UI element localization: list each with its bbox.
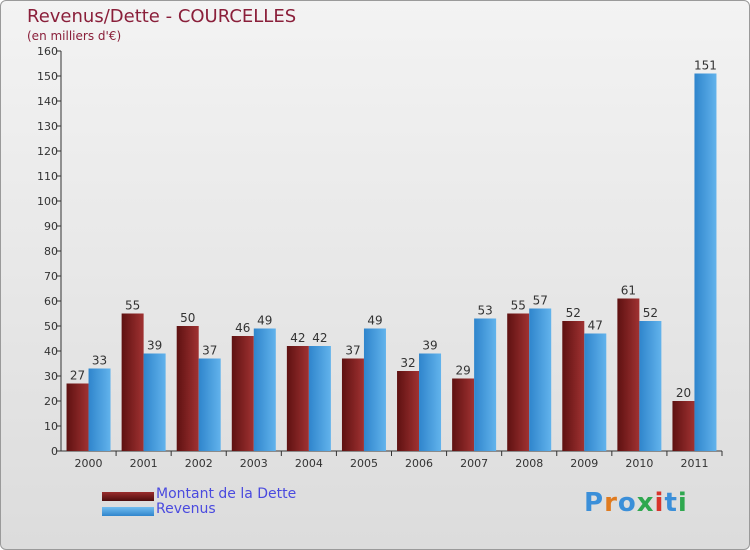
data-label-debt: 55: [125, 299, 140, 313]
bar-debt: [507, 313, 530, 451]
logo-letter: P: [584, 488, 605, 518]
data-label-revenue: 33: [92, 354, 107, 368]
chart-title: Revenus/Dette - COURCELLES: [27, 6, 297, 27]
y-tick-label: 60: [44, 295, 58, 308]
y-tick-label: 140: [37, 95, 58, 108]
y-tick-label: 0: [51, 445, 58, 458]
bar-revenue: [529, 308, 552, 451]
x-tick-label: 2010: [625, 457, 653, 470]
legend-label-revenue: Revenus: [156, 501, 216, 517]
bar-debt: [672, 401, 695, 451]
data-label-debt: 61: [621, 284, 636, 298]
bar-debt: [617, 298, 640, 451]
y-tick-label: 10: [44, 420, 58, 433]
bar-debt: [397, 371, 420, 451]
bar-revenue: [419, 353, 442, 451]
data-label-revenue: 53: [477, 304, 492, 318]
y-tick-label: 90: [44, 220, 58, 233]
bar-debt: [452, 378, 475, 451]
data-label-revenue: 37: [202, 344, 217, 358]
x-tick-label: 2006: [405, 457, 433, 470]
x-tick-label: 2001: [130, 457, 158, 470]
logo-letter: x: [636, 488, 655, 518]
y-tick-label: 120: [37, 145, 58, 158]
legend-swatch-revenue: [102, 507, 154, 516]
data-label-revenue: 52: [643, 306, 658, 320]
bar-revenue: [584, 333, 607, 451]
bar-revenue: [198, 358, 221, 451]
data-label-debt: 52: [566, 306, 581, 320]
x-tick-label: 2004: [295, 457, 323, 470]
logo-letter: o: [617, 488, 637, 518]
bar-revenue: [88, 368, 111, 451]
data-label-revenue: 49: [257, 314, 272, 328]
data-label-debt: 20: [676, 386, 691, 400]
y-tick-label: 160: [37, 45, 58, 58]
logo-letter: t: [664, 488, 678, 518]
data-label-revenue: 39: [422, 339, 437, 353]
data-label-debt: 42: [290, 331, 305, 345]
bar-revenue: [363, 328, 386, 451]
bar-debt: [231, 336, 254, 451]
y-tick-label: 70: [44, 270, 58, 283]
data-label-revenue: 39: [147, 339, 162, 353]
chart-subtitle: (en milliers d'€): [27, 29, 122, 43]
logo-letter: i: [654, 488, 665, 518]
x-tick-label: 2011: [680, 457, 708, 470]
data-label-debt: 55: [511, 299, 526, 313]
data-label-revenue: 47: [588, 319, 603, 333]
bar-revenue: [308, 346, 331, 451]
proxiti-logo: Proxiti: [584, 488, 688, 518]
bar-debt: [66, 383, 89, 451]
data-label-revenue: 49: [367, 314, 382, 328]
x-tick-label: 2008: [515, 457, 543, 470]
data-label-debt: 27: [70, 369, 85, 383]
bar-debt: [176, 326, 199, 451]
logo-letter: i: [677, 488, 688, 518]
legend-label-debt: Montant de la Dette: [156, 486, 297, 502]
bar-revenue: [143, 353, 166, 451]
bar-debt: [121, 313, 144, 451]
y-tick-label: 100: [37, 195, 58, 208]
bar-debt: [562, 321, 585, 451]
data-label-debt: 32: [400, 356, 415, 370]
bar-revenue: [694, 73, 717, 451]
bar-debt: [286, 346, 309, 451]
x-tick-label: 2003: [240, 457, 268, 470]
logo-letter: r: [604, 488, 618, 518]
data-label-revenue: 151: [694, 59, 717, 73]
y-tick-label: 20: [44, 395, 58, 408]
y-tick-label: 30: [44, 370, 58, 383]
y-tick-label: 130: [37, 120, 58, 133]
legend-swatch-debt: [102, 492, 154, 501]
x-tick-label: 2007: [460, 457, 488, 470]
bar-revenue: [253, 328, 276, 451]
y-tick-label: 50: [44, 320, 58, 333]
x-tick-label: 2009: [570, 457, 598, 470]
y-tick-label: 110: [37, 170, 58, 183]
data-label-revenue: 57: [533, 294, 548, 308]
bar-debt: [341, 358, 364, 451]
y-tick-label: 80: [44, 245, 58, 258]
x-tick-label: 2000: [75, 457, 103, 470]
x-tick-label: 2002: [185, 457, 213, 470]
data-label-debt: 50: [180, 311, 195, 325]
data-label-revenue: 42: [312, 331, 327, 345]
data-label-debt: 29: [455, 364, 470, 378]
x-tick-label: 2005: [350, 457, 378, 470]
y-tick-label: 40: [44, 345, 58, 358]
data-label-debt: 46: [235, 321, 250, 335]
y-tick-label: 150: [37, 70, 58, 83]
bar-revenue: [474, 318, 497, 451]
bar-revenue: [639, 321, 662, 451]
data-label-debt: 37: [345, 344, 360, 358]
